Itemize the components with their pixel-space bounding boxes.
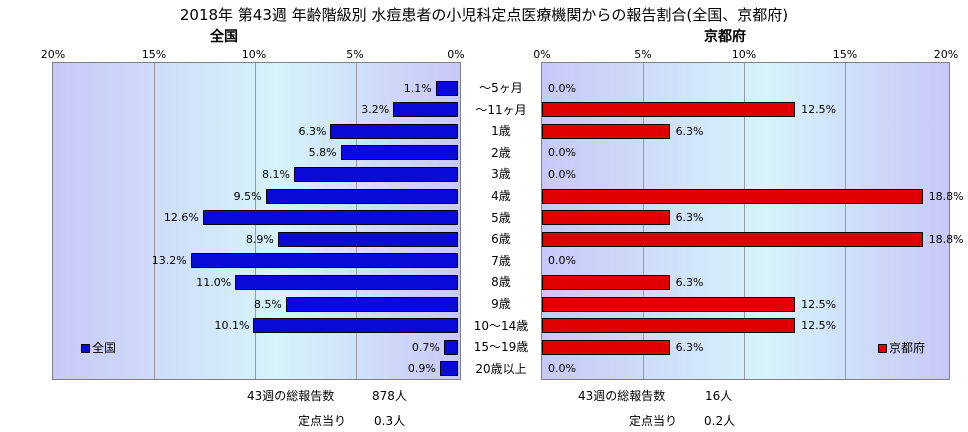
- right-bar-value-label: 12.5%: [801, 319, 837, 333]
- left-bar-value-label: 8.5%: [253, 297, 282, 311]
- right-tick-label: 0%: [533, 48, 551, 61]
- left-bar: [330, 123, 458, 139]
- left-bar-value-label: 1.1%: [403, 81, 432, 95]
- category-label: 10～14歳: [473, 318, 529, 333]
- category-label: 2歳: [491, 145, 511, 160]
- right-total-reports-label: 43週の総報告数: [578, 389, 666, 403]
- gridline: [154, 63, 155, 379]
- left-bar: [202, 210, 458, 226]
- right-bar: [542, 231, 923, 247]
- right-tick-label: 5%: [634, 48, 652, 61]
- right-bar: [542, 102, 796, 118]
- left-panel-title: 全国: [210, 29, 238, 45]
- left-bar-value-label: 9.5%: [233, 189, 262, 203]
- left-bar-value-label: 13.2%: [151, 254, 187, 268]
- left-bar-value-label: 0.7%: [411, 340, 440, 354]
- left-bar: [190, 253, 458, 269]
- right-bar-value-label: 0.0%: [548, 254, 576, 268]
- left-bar: [293, 166, 458, 182]
- right-bar: [542, 210, 670, 226]
- left-bar-value-label: 5.8%: [308, 146, 337, 160]
- left-plot-area: 全国 1.1% 3.2% 6.3% 5.8% 8.1% 9.5% 12.6% 8.9% 13.2…: [52, 62, 461, 380]
- left-per-site-value: 0.3人: [374, 414, 406, 428]
- category-label: ～5ヶ月: [479, 81, 523, 95]
- category-label: 6歳: [491, 232, 511, 247]
- left-bar: [277, 231, 458, 247]
- left-bar-value-label: 12.6%: [163, 211, 199, 225]
- left-bar: [253, 318, 458, 334]
- right-bar-value-label: 6.3%: [675, 211, 704, 225]
- left-bar: [439, 361, 458, 377]
- category-label: 8歳: [491, 275, 511, 290]
- left-bar-value-label: 8.9%: [245, 232, 274, 246]
- category-label: ～11ヶ月: [475, 102, 527, 117]
- right-bar: [542, 296, 796, 312]
- category-label: 1歳: [491, 124, 511, 139]
- left-tick-label: 10%: [241, 48, 267, 61]
- left-tick-label: 15%: [141, 48, 167, 61]
- right-bar-value-label: 0.0%: [548, 81, 576, 95]
- left-tick-label: 5%: [346, 48, 364, 61]
- left-bar-value-label: 10.1%: [214, 319, 250, 333]
- legend-swatch: [81, 344, 90, 353]
- left-bar-value-label: 8.1%: [262, 167, 290, 181]
- left-bar-value-label: 11.0%: [196, 275, 232, 289]
- chart-title: 2018年 第43週 年齢階級別 水痘患者の小児科定点医療機関からの報告割合(全…: [179, 6, 789, 24]
- left-bar: [265, 188, 458, 204]
- left-bar: [435, 80, 458, 96]
- right-total-reports-value: 16人: [705, 389, 733, 403]
- category-label: 20歳以上: [475, 361, 527, 376]
- category-label: 3歳: [491, 167, 511, 182]
- left-bar-value-label: 6.3%: [298, 124, 327, 138]
- right-bar-value-label: 18.8%: [928, 189, 964, 203]
- right-bar-value-label: 12.5%: [801, 103, 837, 117]
- category-label: 5歳: [491, 210, 511, 225]
- right-tick-label: 15%: [832, 48, 858, 61]
- legend-swatch: [878, 344, 887, 353]
- right-per-site-label: 定点当り: [629, 414, 678, 428]
- right-bar-value-label: 6.3%: [675, 275, 704, 289]
- right-bar-value-label: 6.3%: [675, 340, 704, 354]
- right-bar: [542, 318, 796, 334]
- left-bar: [393, 102, 458, 118]
- left-bar: [235, 274, 458, 290]
- left-tick-label: 20%: [40, 48, 66, 61]
- left-bar-value-label: 3.2%: [361, 103, 390, 117]
- left-bar-value-label: 0.9%: [407, 362, 436, 376]
- right-bar-value-label: 0.0%: [548, 146, 576, 160]
- right-bar-value-label: 18.8%: [928, 232, 964, 246]
- right-tick-label: 10%: [731, 48, 757, 61]
- category-label: 9歳: [491, 297, 511, 311]
- right-bar: [542, 123, 670, 139]
- right-bar: [542, 339, 670, 355]
- left-bar: [443, 339, 458, 355]
- right-tick-label: 20%: [933, 48, 959, 61]
- category-label: 15～19歳: [473, 340, 529, 355]
- right-bar-value-label: 0.0%: [548, 167, 576, 181]
- category-label: 7歳: [491, 253, 511, 268]
- legend-label: 京都府: [889, 341, 926, 355]
- right-panel-title: 京都府: [704, 29, 746, 45]
- left-per-site-label: 定点当り: [298, 414, 347, 428]
- left-legend: 全国: [81, 339, 116, 356]
- right-bar: [542, 188, 923, 204]
- left-bar: [285, 296, 458, 312]
- left-tick-label: 0%: [447, 48, 465, 61]
- gridline: [845, 63, 846, 379]
- right-legend: 京都府: [878, 339, 925, 356]
- right-bar-value-label: 6.3%: [675, 124, 704, 138]
- right-bar: [542, 274, 670, 290]
- right-bar-value-label: 12.5%: [801, 297, 837, 311]
- right-bar-value-label: 0.0%: [548, 362, 576, 376]
- left-total-reports-value: 878人: [372, 389, 407, 403]
- legend-label: 全国: [92, 341, 117, 355]
- right-per-site-value: 0.2人: [704, 414, 736, 428]
- gridline: [744, 63, 745, 379]
- left-total-reports-label: 43週の総報告数: [247, 389, 335, 403]
- right-plot-area: 京都府 0.0% 12.5% 6.3% 0.0% 0.0% 18.8% 6.3% 18.8% 0…: [541, 62, 964, 380]
- left-bar: [340, 145, 458, 161]
- category-label: 4歳: [491, 189, 511, 203]
